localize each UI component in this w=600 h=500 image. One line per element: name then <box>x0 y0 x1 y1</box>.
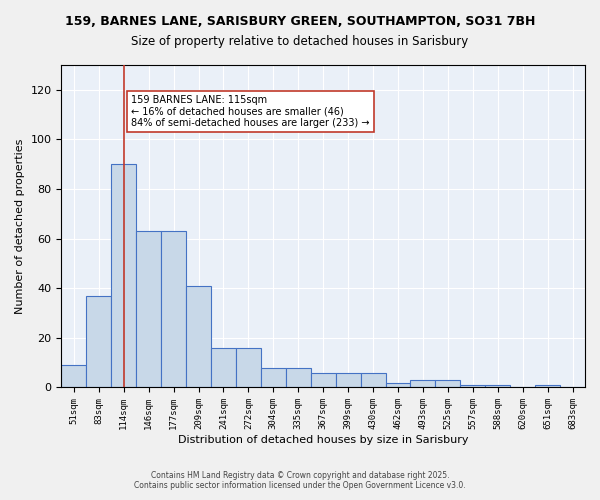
Bar <box>460 385 485 388</box>
Bar <box>211 348 236 388</box>
Text: 159 BARNES LANE: 115sqm
← 16% of detached houses are smaller (46)
84% of semi-de: 159 BARNES LANE: 115sqm ← 16% of detache… <box>131 95 370 128</box>
Bar <box>136 231 161 388</box>
Y-axis label: Number of detached properties: Number of detached properties <box>15 138 25 314</box>
Bar <box>86 296 111 388</box>
Bar <box>311 372 335 388</box>
Bar <box>286 368 311 388</box>
Text: Size of property relative to detached houses in Sarisbury: Size of property relative to detached ho… <box>131 35 469 48</box>
Text: 159, BARNES LANE, SARISBURY GREEN, SOUTHAMPTON, SO31 7BH: 159, BARNES LANE, SARISBURY GREEN, SOUTH… <box>65 15 535 28</box>
Bar <box>261 368 286 388</box>
X-axis label: Distribution of detached houses by size in Sarisbury: Distribution of detached houses by size … <box>178 435 469 445</box>
Bar <box>410 380 436 388</box>
Bar <box>236 348 261 388</box>
Bar <box>361 372 386 388</box>
Bar <box>485 385 510 388</box>
Text: Contains HM Land Registry data © Crown copyright and database right 2025.
Contai: Contains HM Land Registry data © Crown c… <box>134 470 466 490</box>
Bar <box>335 372 361 388</box>
Bar <box>436 380 460 388</box>
Bar <box>161 231 186 388</box>
Bar <box>535 385 560 388</box>
Bar <box>386 382 410 388</box>
Bar <box>111 164 136 388</box>
Bar <box>186 286 211 388</box>
Bar <box>61 365 86 388</box>
